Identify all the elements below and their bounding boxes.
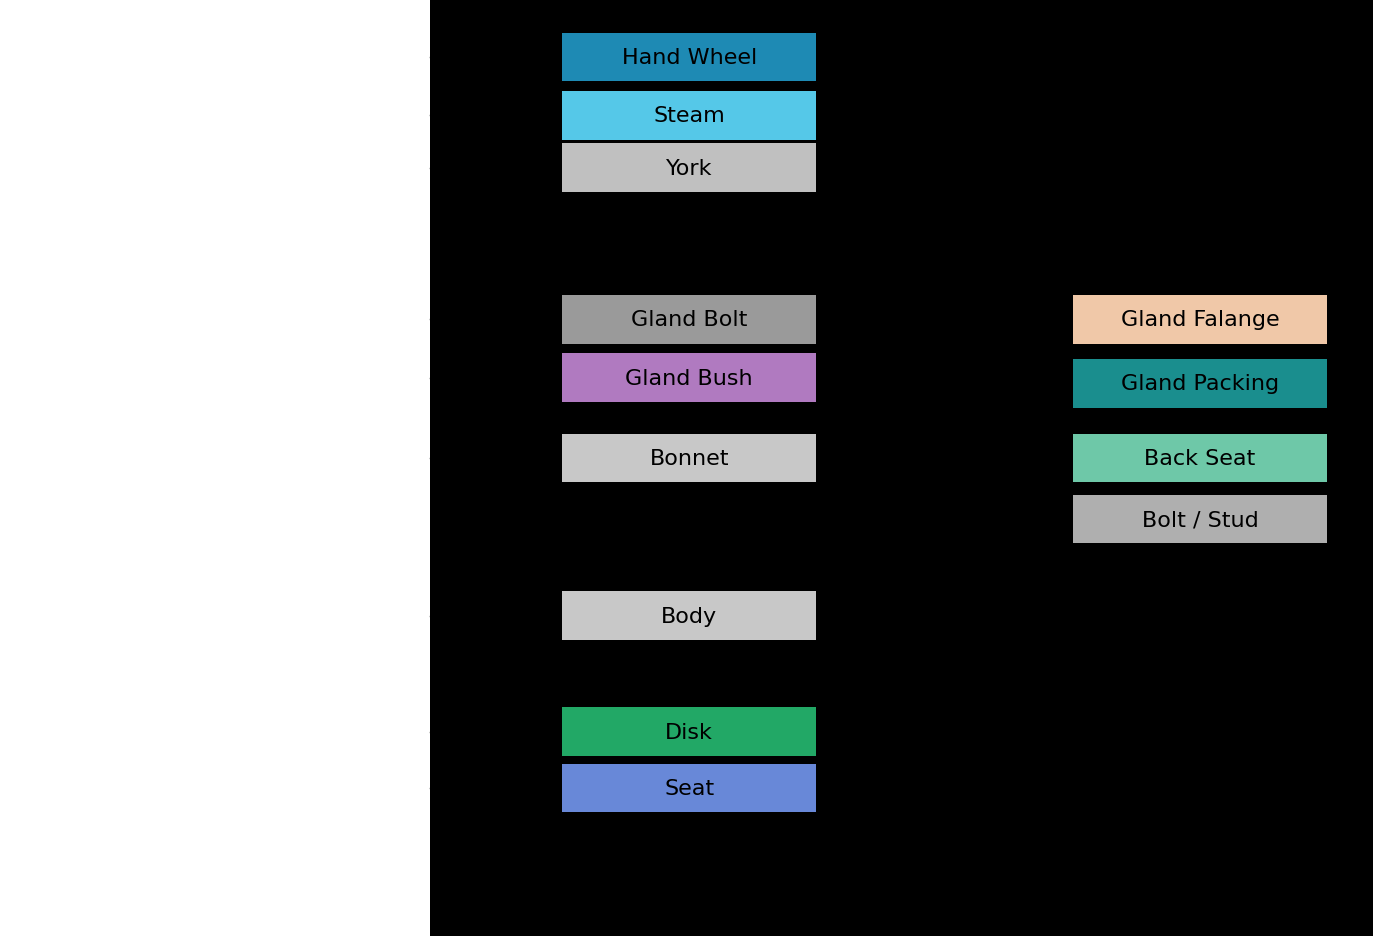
FancyBboxPatch shape	[563, 34, 816, 82]
FancyBboxPatch shape	[563, 296, 816, 344]
FancyBboxPatch shape	[1074, 359, 1326, 408]
FancyBboxPatch shape	[563, 354, 816, 402]
Text: Gland Falange: Gland Falange	[1120, 310, 1280, 330]
FancyBboxPatch shape	[563, 434, 816, 483]
FancyBboxPatch shape	[563, 708, 816, 756]
Text: York: York	[666, 158, 713, 179]
Text: Seat: Seat	[665, 778, 714, 798]
FancyBboxPatch shape	[1074, 434, 1326, 483]
Text: Back Seat: Back Seat	[1144, 448, 1256, 469]
FancyBboxPatch shape	[563, 92, 816, 140]
Text: Bonnet: Bonnet	[649, 448, 729, 469]
FancyBboxPatch shape	[1074, 296, 1326, 344]
Text: Bolt / Stud: Bolt / Stud	[1141, 509, 1259, 530]
FancyBboxPatch shape	[0, 0, 430, 936]
FancyBboxPatch shape	[563, 144, 816, 193]
Text: Gland Bolt: Gland Bolt	[632, 310, 747, 330]
Text: Disk: Disk	[666, 722, 713, 742]
FancyBboxPatch shape	[1074, 495, 1326, 544]
Text: Body: Body	[662, 606, 717, 626]
Text: Gland Packing: Gland Packing	[1120, 373, 1280, 394]
Text: Hand Wheel: Hand Wheel	[622, 48, 757, 68]
Text: Steam: Steam	[654, 106, 725, 126]
FancyBboxPatch shape	[563, 592, 816, 640]
Text: Gland Bush: Gland Bush	[626, 368, 752, 388]
FancyBboxPatch shape	[563, 764, 816, 812]
